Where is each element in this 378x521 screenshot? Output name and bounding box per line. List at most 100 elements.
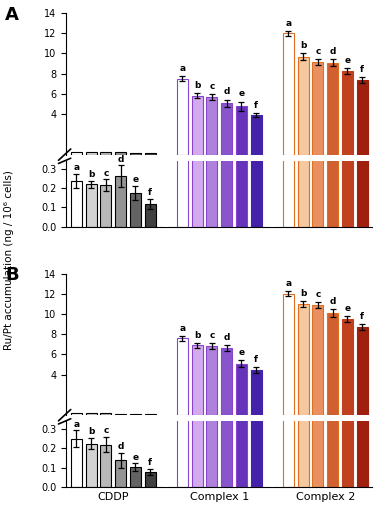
Text: a: a	[73, 164, 79, 172]
Bar	[312, 61, 324, 155]
Bar	[342, 0, 353, 227]
Bar	[251, 370, 262, 415]
Text: c: c	[103, 169, 108, 178]
Text: f: f	[148, 458, 152, 467]
Bar	[342, 319, 353, 415]
Text: d: d	[223, 333, 230, 342]
Bar	[356, 80, 367, 155]
Text: b: b	[300, 41, 306, 50]
Bar	[101, 153, 112, 155]
Bar	[206, 346, 217, 415]
Text: d: d	[223, 88, 230, 96]
Text: f: f	[360, 65, 364, 73]
Bar	[327, 313, 338, 415]
Bar	[86, 443, 97, 487]
Text: b: b	[88, 170, 94, 179]
Bar	[221, 349, 232, 415]
Text: b: b	[194, 81, 200, 91]
Bar	[251, 115, 262, 155]
Text: e: e	[132, 453, 138, 462]
Bar	[115, 176, 126, 227]
Text: f: f	[254, 355, 258, 364]
Text: a: a	[285, 279, 291, 288]
Text: a: a	[285, 19, 291, 28]
Bar	[71, 181, 82, 227]
Bar	[177, 0, 188, 487]
Text: A: A	[5, 6, 19, 24]
Text: e: e	[238, 90, 245, 98]
Bar	[312, 0, 324, 227]
Text: Ru/Pt accumulation (ng / 10⁶ cells): Ru/Pt accumulation (ng / 10⁶ cells)	[5, 170, 14, 351]
Bar	[283, 0, 294, 227]
Bar	[101, 413, 112, 415]
Text: f: f	[254, 101, 258, 110]
Text: B: B	[5, 267, 19, 284]
Bar	[192, 0, 203, 487]
Bar	[251, 0, 262, 227]
Text: c: c	[315, 46, 321, 56]
Text: e: e	[344, 56, 350, 65]
Bar	[356, 0, 367, 487]
Bar	[130, 467, 141, 487]
Bar	[192, 96, 203, 155]
Text: d: d	[329, 297, 336, 306]
Bar	[342, 71, 353, 155]
Bar	[251, 0, 262, 487]
Text: b: b	[300, 289, 306, 298]
Bar	[71, 439, 82, 487]
Bar	[312, 0, 324, 487]
Bar	[144, 204, 156, 227]
Bar	[356, 327, 367, 415]
Bar	[297, 304, 309, 415]
Bar	[283, 294, 294, 415]
Bar	[356, 0, 367, 227]
Bar	[221, 103, 232, 155]
Bar	[297, 0, 309, 487]
Bar	[144, 153, 156, 155]
Bar	[101, 444, 112, 487]
Text: e: e	[344, 304, 350, 313]
Bar	[206, 0, 217, 487]
Bar	[86, 184, 97, 227]
Text: c: c	[315, 290, 321, 299]
Text: a: a	[73, 419, 79, 429]
Bar	[297, 0, 309, 227]
Bar	[86, 413, 97, 415]
Text: e: e	[132, 176, 138, 184]
Bar	[130, 193, 141, 227]
Bar	[236, 364, 247, 415]
Text: a: a	[180, 64, 186, 73]
Bar	[177, 0, 188, 227]
Text: f: f	[360, 312, 364, 321]
Bar	[115, 414, 126, 415]
Bar	[327, 63, 338, 155]
Bar	[86, 153, 97, 155]
Bar	[236, 0, 247, 227]
Bar	[327, 0, 338, 227]
Text: c: c	[209, 82, 215, 91]
Bar	[71, 152, 82, 155]
Text: c: c	[103, 426, 108, 436]
Text: a: a	[180, 324, 186, 333]
Bar	[115, 461, 126, 487]
Bar	[177, 338, 188, 415]
Bar	[71, 413, 82, 415]
Bar	[177, 79, 188, 155]
Bar	[221, 0, 232, 227]
Bar	[206, 0, 217, 227]
Bar	[130, 153, 141, 155]
Bar	[312, 305, 324, 415]
Bar	[206, 97, 217, 155]
Text: b: b	[194, 331, 200, 340]
Bar	[236, 106, 247, 155]
Text: c: c	[209, 331, 215, 340]
Bar	[297, 56, 309, 155]
Bar	[236, 0, 247, 487]
Bar	[192, 345, 203, 415]
Text: d: d	[118, 442, 124, 451]
Bar	[115, 152, 126, 155]
Bar	[144, 414, 156, 415]
Bar	[283, 33, 294, 155]
Bar	[283, 0, 294, 487]
Text: b: b	[88, 427, 94, 436]
